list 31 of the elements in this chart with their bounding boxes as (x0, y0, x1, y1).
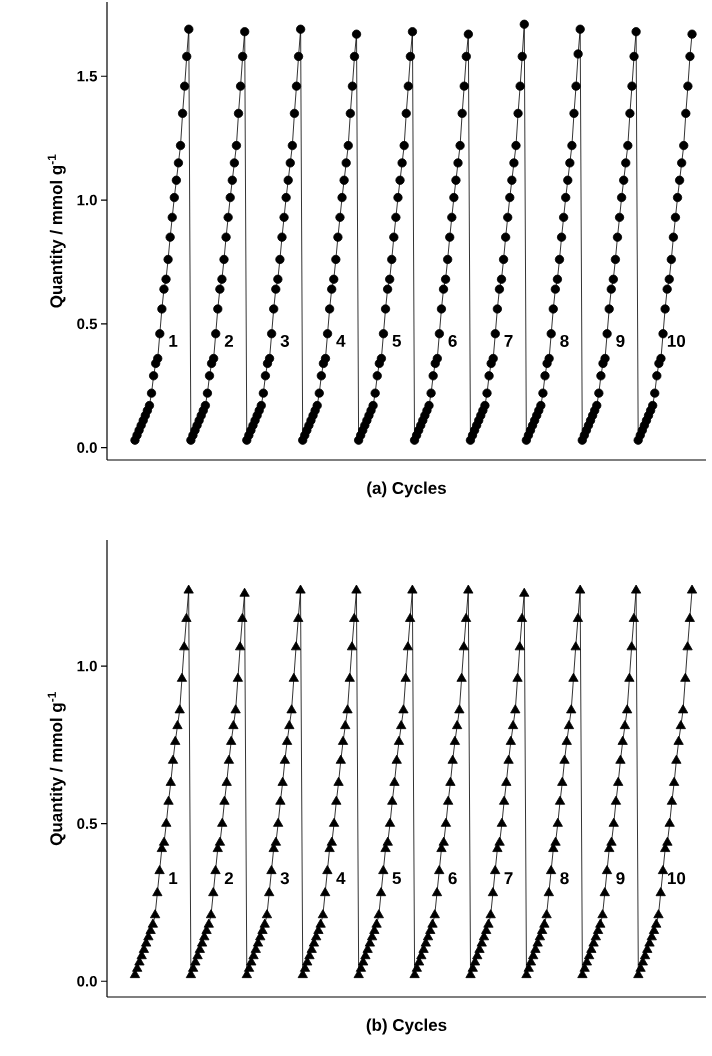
annotation: 3 (280, 872, 289, 885)
annotation: 4 (336, 335, 346, 347)
annotation: 8 (560, 872, 569, 885)
annotation: 10 (667, 872, 686, 885)
annotation: 1 (169, 335, 178, 347)
annotation: 10 (667, 334, 686, 347)
y-axis-title: Quantity / mmol g$^{-1}$ (47, 154, 66, 308)
annotation: 7 (504, 872, 513, 885)
annotation: 9 (616, 334, 625, 347)
y-tick-label: 0.5 (77, 818, 98, 829)
annotation: 6 (448, 334, 457, 347)
annotation: 9 (616, 872, 625, 885)
annotation: 4 (336, 872, 346, 885)
y-tick-label: 0.0 (77, 975, 97, 987)
y-tick-label: 1.0 (77, 194, 97, 206)
annotation: 1 (169, 872, 178, 885)
y-tick-label: 0.0 (77, 442, 97, 453)
annotation: 5 (392, 334, 401, 347)
annotation: 2 (224, 334, 234, 347)
y-tick-label: 0.5 (77, 318, 98, 330)
annotation: 6 (448, 872, 457, 885)
y-axis-title: Quantity / mmol g$^{-1}$ (47, 692, 66, 846)
annotation: 5 (392, 872, 401, 885)
y-tick-label: 1.5 (77, 71, 98, 82)
x-axis-title: (b) Cycles (366, 1018, 447, 1035)
annotation: 7 (504, 335, 513, 347)
annotation: 3 (280, 334, 290, 347)
annotation: 2 (224, 872, 233, 885)
x-axis-title: (a) Cycles (367, 481, 446, 498)
annotation: 8 (560, 334, 569, 347)
y-tick-label: 1.0 (77, 660, 97, 672)
